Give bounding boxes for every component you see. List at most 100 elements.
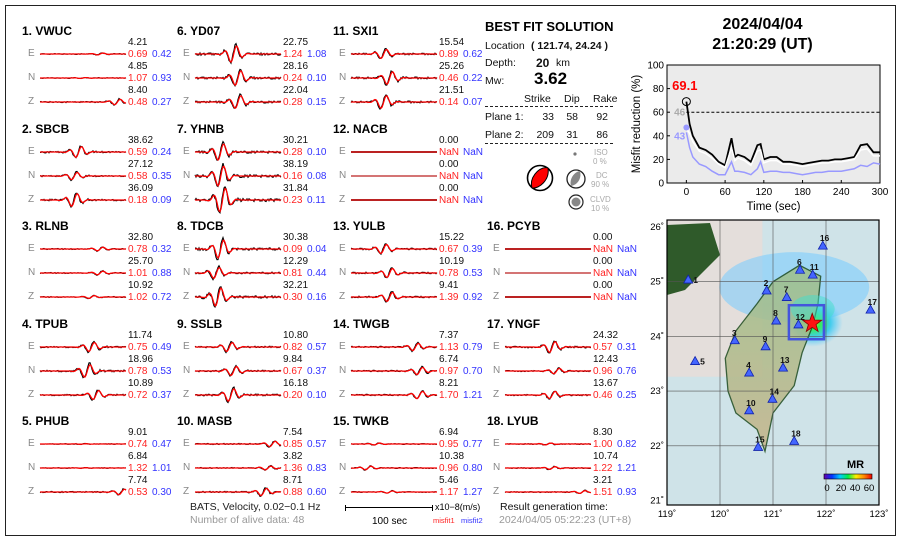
- amplitude-value: 22.75: [283, 37, 309, 48]
- station-marker[interactable]: 14: [767, 386, 779, 403]
- amplitude-value: 15.54: [439, 37, 465, 48]
- synthetic-waveform: [195, 165, 281, 187]
- waveform-trace: [40, 192, 127, 208]
- misfit2-value: 0.72: [152, 292, 172, 303]
- misfit1-value: 1.07: [128, 73, 148, 84]
- misfit1-value: 0.23: [283, 194, 303, 206]
- misfit2-value: 0.83: [307, 463, 327, 474]
- station-marker[interactable]: 5: [689, 355, 705, 367]
- synthetic-waveform: [40, 270, 126, 276]
- misfit1-value: 0.16: [283, 170, 303, 182]
- waveform-trace: [194, 464, 282, 472]
- station-marker[interactable]: 11: [807, 262, 819, 279]
- component-label: Z: [493, 486, 500, 497]
- station-marker[interactable]: 13: [777, 355, 790, 372]
- station-number: 16: [820, 233, 830, 243]
- triangle-icon: [789, 435, 800, 445]
- y-tick-label: 0: [658, 179, 664, 190]
- station-marker[interactable]: 16: [817, 233, 830, 250]
- station-marker[interactable]: 17: [865, 297, 878, 314]
- mw-value: 3.62: [534, 69, 568, 88]
- triangle-icon: [683, 274, 694, 284]
- y-tick-label: 80: [653, 84, 665, 95]
- amplitude-value: 28.16: [283, 61, 309, 72]
- station-marker[interactable]: 6: [794, 257, 806, 274]
- synthetic-waveform: [40, 295, 126, 299]
- station-number: 17: [868, 297, 878, 307]
- station-marker[interactable]: 8: [770, 308, 782, 325]
- waveform-trace: [504, 489, 592, 495]
- waveform-trace: [350, 365, 438, 375]
- amplitude-value: 8.30: [593, 427, 613, 438]
- time-scale-bar: [345, 505, 433, 511]
- waveform-trace: [194, 340, 282, 354]
- synthetic-waveform: [195, 341, 281, 352]
- waveform-trace: [40, 144, 127, 159]
- synthetic-waveform: [40, 98, 127, 106]
- waveform-trace: [504, 339, 591, 353]
- misfit1-value: 0.46: [593, 389, 613, 401]
- x-tick-label: 240: [833, 187, 850, 198]
- station-marker[interactable]: 9: [760, 334, 771, 351]
- station-number: 18: [791, 428, 801, 438]
- iso-sphere-icon: [573, 152, 577, 156]
- misfit2-value: 0.22: [463, 73, 483, 84]
- waveform-trace: [39, 97, 127, 106]
- misfit2-value: 0.62: [463, 49, 483, 60]
- amplitude-value: 9.84: [283, 353, 303, 365]
- station-marker[interactable]: 7: [781, 285, 792, 301]
- misfit1-value: 1.17: [439, 487, 459, 498]
- misfit2-value: 0.70: [463, 365, 483, 377]
- station-marker[interactable]: 2: [761, 278, 772, 295]
- station-title: 11. SXI1: [333, 24, 379, 38]
- lon-tick-label: 120˚: [710, 509, 729, 520]
- component-label: E: [28, 340, 35, 352]
- component-label: N: [493, 462, 501, 473]
- waveform-trace: [40, 246, 127, 253]
- misfit2-value: 0.37: [307, 365, 327, 377]
- location-value: ( 121.74, 24.24 ): [531, 40, 609, 52]
- dc-value: 90 %: [591, 180, 610, 189]
- station-marker[interactable]: 4: [743, 360, 755, 377]
- station-title: 14. TWGB: [333, 316, 390, 331]
- synthetic-waveform: [40, 145, 126, 158]
- col-dip: Dip: [564, 93, 580, 105]
- synthetic-waveform: [351, 71, 437, 86]
- component-label: Z: [183, 193, 190, 205]
- component-label: E: [339, 438, 346, 449]
- misfit2-value: 0.92: [463, 292, 483, 303]
- station-marker[interactable]: 3: [729, 328, 741, 345]
- beachball-icon: [526, 164, 554, 192]
- station-number: 4: [746, 360, 751, 370]
- report-frame: [5, 5, 896, 536]
- misfit1-value: 1.00: [593, 439, 613, 450]
- waveform-trace: [504, 366, 592, 375]
- component-label: N: [183, 364, 191, 376]
- observed-waveform: [194, 162, 282, 187]
- station-number: 13: [780, 355, 790, 365]
- misfit2-value: 0.24: [152, 146, 172, 158]
- component-label: Z: [493, 388, 500, 400]
- component-label: Z: [28, 96, 35, 107]
- waveform-trace: [350, 94, 438, 110]
- amplitude-value: 10.19: [439, 256, 465, 267]
- waveform-trace: [39, 269, 127, 276]
- table-divider: [485, 106, 613, 107]
- station-title: 10. MASB: [177, 414, 233, 428]
- amplitude-value: 8.40: [128, 85, 148, 96]
- waveform-trace: [504, 442, 592, 446]
- triangle-icon: [793, 319, 804, 329]
- event-date: 2024/04/04: [722, 16, 803, 33]
- station-marker[interactable]: 15: [752, 434, 765, 451]
- component-label: N: [339, 169, 347, 181]
- synthetic-waveform: [40, 443, 126, 445]
- waveform-trace: [39, 170, 127, 181]
- station-marker[interactable]: 18: [789, 428, 801, 445]
- misfit2-value: NaN: [617, 268, 638, 279]
- synthetic-waveform: [351, 49, 437, 60]
- component-label: E: [28, 145, 35, 157]
- station-marker[interactable]: 10: [743, 398, 756, 415]
- waveform-trace: [194, 185, 282, 214]
- station-marker[interactable]: 1: [683, 274, 699, 285]
- station-marker[interactable]: 12: [793, 312, 805, 329]
